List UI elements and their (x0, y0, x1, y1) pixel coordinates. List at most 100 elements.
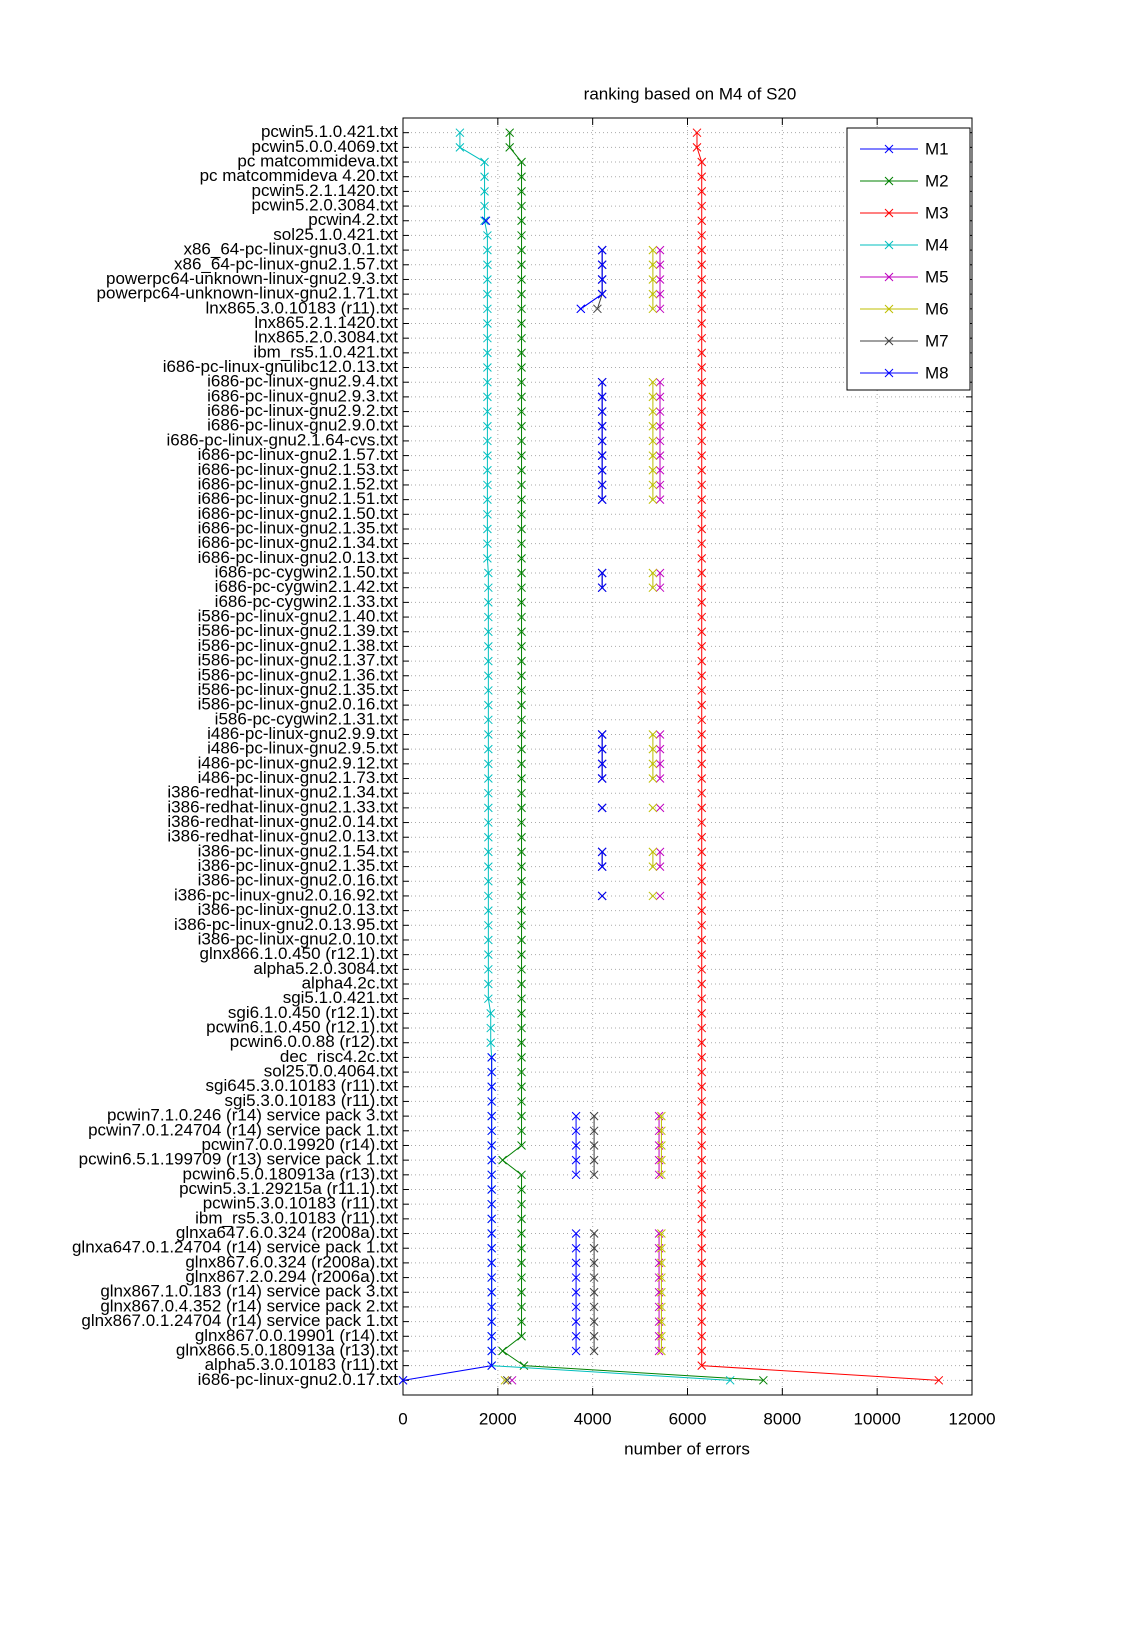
marker (487, 1361, 497, 1370)
marker (648, 759, 658, 769)
marker (483, 568, 493, 578)
y-tick-label: glnx867.1.0.183 (r14) service pack 3.txt (100, 1282, 398, 1301)
marker (517, 964, 526, 974)
marker (697, 1287, 707, 1297)
marker (487, 1082, 497, 1092)
marker (517, 1111, 526, 1121)
marker (483, 920, 493, 930)
marker (483, 847, 493, 857)
marker (697, 642, 707, 651)
marker (697, 1067, 707, 1077)
marker (483, 480, 492, 490)
marker (487, 1170, 497, 1180)
marker (483, 862, 493, 871)
marker (571, 1317, 581, 1326)
marker (655, 583, 665, 593)
marker (483, 304, 492, 314)
marker (697, 906, 707, 915)
y-tick-label: i686-pc-linux-gnu2.9.4.txt (207, 372, 398, 391)
marker (648, 304, 658, 314)
marker (517, 847, 526, 857)
marker (517, 1199, 526, 1209)
marker (697, 1331, 707, 1341)
marker (517, 876, 526, 886)
y-tick-label: i686-pc-linux-gnu2.9.3.txt (207, 386, 398, 405)
y-tick-label: ibm_rs5.1.0.421.txt (253, 342, 398, 361)
marker (571, 1141, 581, 1150)
legend-marker (884, 208, 894, 218)
marker (517, 994, 526, 1004)
marker (517, 216, 526, 226)
marker (498, 1346, 507, 1356)
marker (486, 1023, 496, 1033)
marker (648, 451, 658, 460)
legend-label: M6 (925, 299, 949, 318)
marker (697, 319, 707, 328)
y-tick-label: glnx867.6.0.324 (r2008a).txt (185, 1252, 398, 1271)
y-tick-label: i586-pc-linux-gnu2.1.40.txt (198, 607, 399, 626)
x-tick-label: 4000 (574, 1409, 612, 1428)
marker (655, 803, 665, 813)
marker (597, 289, 607, 299)
y-tick-label: pcwin5.1.0.421.txt (261, 122, 398, 141)
y-tick-label: i686-pc-linux-gnu2.1.35.txt (198, 518, 399, 537)
marker (648, 568, 658, 578)
x-tick-label: 12000 (948, 1409, 995, 1428)
marker (517, 1331, 526, 1341)
y-tick-label: sol25.1.0.421.txt (273, 225, 398, 244)
y-tick-label: pcwin5.2.1.1420.txt (252, 181, 399, 200)
y-tick-label: i586-pc-linux-gnu2.1.35.txt (198, 680, 399, 699)
marker (692, 128, 702, 138)
marker (517, 715, 526, 725)
x-axis-label: number of errors (624, 1439, 750, 1458)
marker (589, 1287, 599, 1297)
legend-marker (884, 272, 894, 282)
y-tick-label: i386-redhat-linux-gnu2.1.33.txt (167, 797, 398, 816)
y-tick-label: i686-pc-linux-gnu2.1.50.txt (198, 504, 399, 523)
marker (483, 392, 492, 402)
marker (483, 994, 493, 1004)
marker (483, 377, 492, 387)
marker (483, 245, 492, 255)
marker (657, 1126, 666, 1136)
marker (483, 348, 492, 358)
marker (697, 583, 707, 593)
y-tick-label: i686-pc-linux-gnu2.1.34.txt (198, 533, 399, 552)
marker (483, 260, 492, 270)
marker (697, 686, 707, 695)
marker (657, 1141, 666, 1150)
marker (655, 730, 665, 739)
marker (697, 465, 707, 475)
marker (517, 700, 526, 710)
marker (483, 744, 493, 754)
marker (697, 1243, 707, 1253)
marker (697, 1214, 707, 1224)
y-tick-label: sgi5.1.0.421.txt (283, 988, 399, 1007)
marker (655, 759, 665, 769)
marker (697, 964, 707, 974)
marker (725, 1375, 735, 1385)
marker (697, 979, 707, 989)
y-tick-label: pcwin7.0.1.24704 (r14) service pack 1.tx… (88, 1120, 398, 1139)
marker (517, 304, 526, 314)
marker (589, 1317, 599, 1326)
marker (597, 495, 607, 504)
marker (697, 700, 707, 710)
marker (517, 333, 526, 343)
y-tick-label: alpha5.2.0.3084.txt (253, 959, 398, 978)
marker (483, 451, 492, 460)
marker (480, 157, 489, 167)
marker (697, 1317, 707, 1326)
marker (517, 1243, 526, 1253)
marker (483, 891, 493, 901)
marker (697, 480, 707, 490)
marker (657, 1331, 666, 1341)
marker (517, 509, 526, 519)
y-tick-label: i386-pc-linux-gnu2.0.16.92.txt (174, 885, 398, 904)
y-tick-label: pcwin7.1.0.246 (r14) service pack 3.txt (107, 1106, 398, 1125)
legend-marker (884, 368, 894, 378)
marker (697, 627, 707, 637)
y-tick-label: glnx867.0.1.24704 (r14) service pack 1.t… (81, 1311, 398, 1330)
marker (657, 1317, 666, 1326)
